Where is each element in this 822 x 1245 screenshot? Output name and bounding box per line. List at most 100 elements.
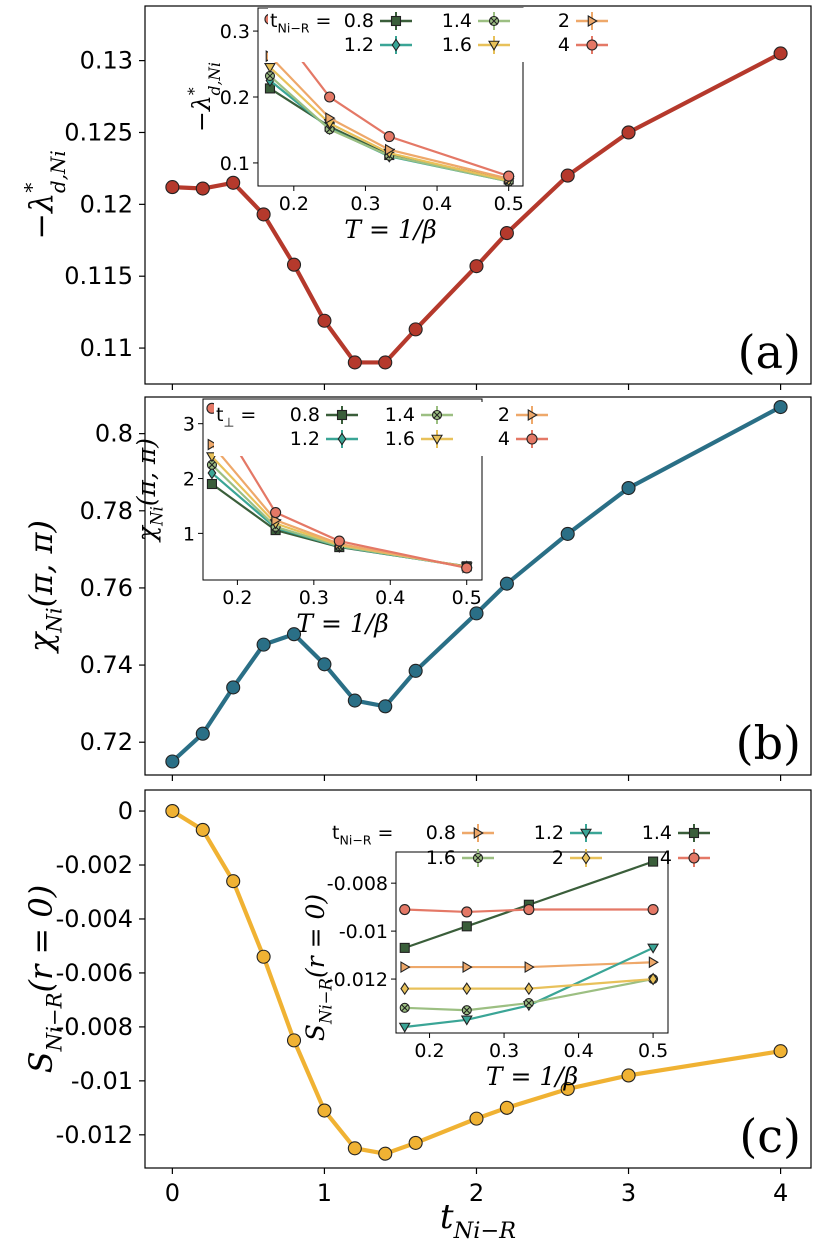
y-tick-label: 0.11 — [80, 334, 133, 362]
x-tick-label: 2 — [469, 1179, 484, 1207]
legend-label: 1.2 — [290, 428, 320, 450]
data-point-a — [165, 180, 180, 195]
legend-marker — [586, 39, 598, 51]
inset-data-point — [207, 466, 217, 480]
legend-marker — [688, 852, 700, 864]
inset-x-tick-label: 0.2 — [222, 587, 252, 609]
inset-x-axis-label-c: T = 1/β — [486, 1062, 578, 1091]
inset-data-point — [523, 997, 534, 1009]
panel-label-a: (a) — [738, 325, 801, 379]
inset-x-tick-label: 0.4 — [422, 193, 452, 215]
inset-a: 0.2 0.3 0.4 0.50.10.20.3T = 1/β−λ* d,NitNi−R… — [186, 7, 608, 244]
y-tick-label: -0.01 — [71, 1067, 133, 1095]
inset-y-axis-label-a: −λ* d,Ni — [186, 62, 225, 132]
inset-y-tick-label: 0.1 — [220, 153, 250, 175]
legend-marker — [488, 40, 500, 51]
legend-label: 0.8 — [290, 404, 320, 426]
data-point-b — [347, 693, 362, 708]
legend-marker — [688, 827, 700, 839]
data-point-b — [408, 663, 423, 678]
data-point-b — [560, 526, 575, 541]
x-tick-label: 3 — [621, 1179, 636, 1207]
y-axis-label-a: −λ* d,Ni — [21, 150, 70, 239]
legend-marker — [587, 15, 598, 27]
legend-marker — [472, 852, 484, 864]
inset-y-tick-label: -0.012 — [327, 969, 388, 991]
x-axis-label: tNi−R — [440, 1197, 516, 1244]
legend-marker — [390, 15, 402, 27]
plot-frame-b — [144, 396, 812, 776]
inset-series-c-2 — [400, 972, 658, 996]
inset-data-point — [270, 506, 282, 519]
inset-series-line — [404, 860, 654, 949]
inset-data-point — [523, 903, 535, 916]
legend-marker — [581, 851, 591, 865]
inset-data-point — [333, 535, 345, 547]
x-tick-label: 1 — [317, 1179, 332, 1207]
inset-data-point — [462, 982, 472, 996]
legend-label: 1.4 — [442, 10, 472, 32]
legend-marker — [473, 827, 484, 839]
y-tick-label: -0.004 — [56, 905, 133, 933]
y-tick-label: 0.125 — [64, 118, 133, 146]
x-tick-label: 4 — [773, 1179, 788, 1207]
inset-series-line — [404, 946, 654, 1029]
panel-c: 0 1 2 3 4 0 -0.002 -0.004 -0.006 -0.008 -0.01 -0.01… — [22, 789, 812, 1244]
panel-label-c: (c) — [739, 1109, 801, 1163]
inset-data-point — [400, 982, 410, 996]
data-point-a — [773, 46, 788, 61]
data-point-a — [256, 207, 271, 222]
inset-series-line — [404, 977, 654, 1012]
data-point-c — [347, 1141, 362, 1156]
inset-series-line — [269, 75, 509, 183]
inset-y-axis-label-c: SNi−R(r = 0) — [301, 894, 336, 1041]
data-point-a — [226, 175, 241, 190]
data-point-a — [469, 259, 484, 274]
legend-marker — [391, 38, 401, 52]
y-tick-label: 0.13 — [80, 47, 133, 75]
y-tick-label: 0.12 — [80, 190, 133, 218]
legend-label: 2 — [558, 10, 570, 32]
inset-data-point — [461, 906, 473, 918]
data-point-c — [165, 803, 180, 819]
y-tick-label: -0.002 — [56, 851, 133, 879]
data-point-b — [378, 699, 393, 714]
data-point-b — [499, 576, 514, 591]
inset-series-line — [269, 66, 509, 182]
inset-data-point — [524, 961, 535, 974]
inset-x-tick-label: 0.3 — [350, 193, 380, 215]
data-point-c — [408, 1135, 423, 1150]
inset-y-tick-label: 1 — [183, 523, 195, 545]
data-point-c — [773, 1044, 788, 1059]
inset-data-point — [207, 438, 218, 451]
inset-y-tick-label: 0.3 — [220, 21, 250, 43]
data-point-a — [621, 125, 636, 140]
y-tick-label: 0.8 — [95, 420, 133, 448]
data-point-c — [378, 1146, 393, 1161]
legend-variable: t⊥ = — [216, 404, 256, 430]
y-tick-label: 0.72 — [80, 728, 133, 756]
inset-x-tick-label: 0.2 — [279, 193, 309, 215]
inset-y-tick-label: 3 — [183, 414, 195, 436]
inset-data-point — [461, 921, 472, 932]
data-point-b — [165, 754, 180, 769]
legend-label: 1.2 — [534, 822, 564, 844]
legend-marker — [527, 409, 538, 421]
legend-label: 1.2 — [344, 34, 374, 56]
data-point-c — [286, 1033, 302, 1048]
y-tick-label: -0.012 — [56, 1121, 133, 1149]
y-axis-label-b: χNi(π, π) — [22, 520, 67, 654]
inset-x-tick-label: 0.5 — [452, 587, 482, 609]
legend-label: 1.6 — [442, 34, 472, 56]
data-point-b — [286, 627, 302, 642]
inset-data-point — [206, 478, 217, 490]
series-line-c — [171, 809, 781, 1156]
legend-label: 1.4 — [385, 404, 415, 426]
inset-series-line — [404, 961, 654, 969]
data-point-a — [286, 257, 302, 272]
legend-marker — [580, 828, 592, 839]
inset-data-point — [400, 961, 411, 974]
legend-marker — [337, 432, 347, 446]
